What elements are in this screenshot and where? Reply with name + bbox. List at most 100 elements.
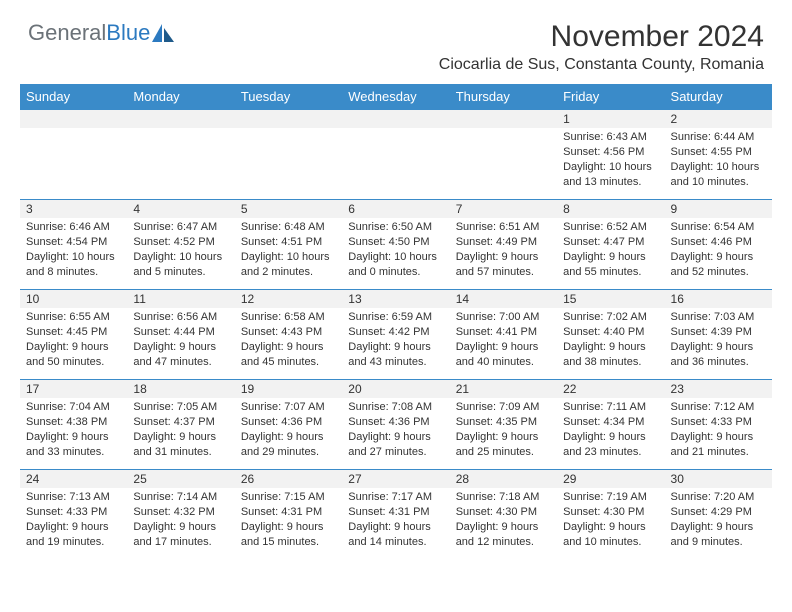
calendar-cell [342,109,449,199]
day-details: Sunrise: 6:43 AMSunset: 4:56 PMDaylight:… [557,128,664,199]
daylight-text: Daylight: 10 hours and 2 minutes. [241,250,336,280]
day-details: Sunrise: 7:05 AMSunset: 4:37 PMDaylight:… [127,398,234,469]
day-number: 13 [342,289,449,308]
sunset-text: Sunset: 4:46 PM [671,235,766,250]
day-details: Sunrise: 6:52 AMSunset: 4:47 PMDaylight:… [557,218,664,289]
calendar-cell: 10Sunrise: 6:55 AMSunset: 4:45 PMDayligh… [20,289,127,379]
day-number: 4 [127,199,234,218]
day-number: 29 [557,469,664,488]
day-number: 11 [127,289,234,308]
day-details: Sunrise: 6:56 AMSunset: 4:44 PMDaylight:… [127,308,234,379]
weekday-header: Thursday [450,84,557,109]
day-number: 10 [20,289,127,308]
calendar-cell: 15Sunrise: 7:02 AMSunset: 4:40 PMDayligh… [557,289,664,379]
sunset-text: Sunset: 4:50 PM [348,235,443,250]
sunset-text: Sunset: 4:54 PM [26,235,121,250]
calendar-week-row: 1Sunrise: 6:43 AMSunset: 4:56 PMDaylight… [20,109,772,199]
calendar-cell: 30Sunrise: 7:20 AMSunset: 4:29 PMDayligh… [665,469,772,559]
sunrise-text: Sunrise: 7:02 AM [563,310,658,325]
sunset-text: Sunset: 4:37 PM [133,415,228,430]
calendar-cell: 8Sunrise: 6:52 AMSunset: 4:47 PMDaylight… [557,199,664,289]
daylight-text: Daylight: 10 hours and 8 minutes. [26,250,121,280]
sunset-text: Sunset: 4:40 PM [563,325,658,340]
day-details: Sunrise: 7:00 AMSunset: 4:41 PMDaylight:… [450,308,557,379]
day-number [127,109,234,128]
day-details: Sunrise: 6:50 AMSunset: 4:50 PMDaylight:… [342,218,449,289]
calendar-cell: 29Sunrise: 7:19 AMSunset: 4:30 PMDayligh… [557,469,664,559]
sunrise-text: Sunrise: 6:44 AM [671,130,766,145]
calendar-cell: 1Sunrise: 6:43 AMSunset: 4:56 PMDaylight… [557,109,664,199]
sunrise-text: Sunrise: 7:03 AM [671,310,766,325]
daylight-text: Daylight: 9 hours and 17 minutes. [133,520,228,550]
day-details: Sunrise: 7:19 AMSunset: 4:30 PMDaylight:… [557,488,664,559]
daylight-text: Daylight: 9 hours and 19 minutes. [26,520,121,550]
day-details: Sunrise: 7:02 AMSunset: 4:40 PMDaylight:… [557,308,664,379]
calendar-week-row: 17Sunrise: 7:04 AMSunset: 4:38 PMDayligh… [20,379,772,469]
day-number: 27 [342,469,449,488]
daylight-text: Daylight: 9 hours and 25 minutes. [456,430,551,460]
day-details [20,128,127,199]
sunset-text: Sunset: 4:34 PM [563,415,658,430]
sunrise-text: Sunrise: 6:56 AM [133,310,228,325]
day-details: Sunrise: 7:09 AMSunset: 4:35 PMDaylight:… [450,398,557,469]
sunrise-text: Sunrise: 7:00 AM [456,310,551,325]
calendar-cell: 18Sunrise: 7:05 AMSunset: 4:37 PMDayligh… [127,379,234,469]
day-details: Sunrise: 6:48 AMSunset: 4:51 PMDaylight:… [235,218,342,289]
sunrise-text: Sunrise: 7:08 AM [348,400,443,415]
sunset-text: Sunset: 4:35 PM [456,415,551,430]
calendar-cell: 12Sunrise: 6:58 AMSunset: 4:43 PMDayligh… [235,289,342,379]
sunrise-text: Sunrise: 7:09 AM [456,400,551,415]
day-number: 9 [665,199,772,218]
sunrise-text: Sunrise: 6:50 AM [348,220,443,235]
daylight-text: Daylight: 9 hours and 23 minutes. [563,430,658,460]
location: Ciocarlia de Sus, Constanta County, Roma… [439,56,764,74]
sunset-text: Sunset: 4:29 PM [671,505,766,520]
daylight-text: Daylight: 10 hours and 13 minutes. [563,160,658,190]
sunrise-text: Sunrise: 6:52 AM [563,220,658,235]
calendar-cell [127,109,234,199]
day-number: 3 [20,199,127,218]
day-details: Sunrise: 6:51 AMSunset: 4:49 PMDaylight:… [450,218,557,289]
calendar-cell: 23Sunrise: 7:12 AMSunset: 4:33 PMDayligh… [665,379,772,469]
sunset-text: Sunset: 4:49 PM [456,235,551,250]
sunset-text: Sunset: 4:33 PM [671,415,766,430]
weekday-header: Friday [557,84,664,109]
calendar-week-row: 3Sunrise: 6:46 AMSunset: 4:54 PMDaylight… [20,199,772,289]
sunrise-text: Sunrise: 6:51 AM [456,220,551,235]
sunset-text: Sunset: 4:30 PM [456,505,551,520]
calendar-cell: 7Sunrise: 6:51 AMSunset: 4:49 PMDaylight… [450,199,557,289]
calendar-cell: 19Sunrise: 7:07 AMSunset: 4:36 PMDayligh… [235,379,342,469]
calendar-cell: 20Sunrise: 7:08 AMSunset: 4:36 PMDayligh… [342,379,449,469]
sunset-text: Sunset: 4:55 PM [671,145,766,160]
sunrise-text: Sunrise: 6:55 AM [26,310,121,325]
daylight-text: Daylight: 9 hours and 45 minutes. [241,340,336,370]
daylight-text: Daylight: 9 hours and 55 minutes. [563,250,658,280]
day-number: 20 [342,379,449,398]
sunrise-text: Sunrise: 7:17 AM [348,490,443,505]
sunrise-text: Sunrise: 6:59 AM [348,310,443,325]
day-details: Sunrise: 6:44 AMSunset: 4:55 PMDaylight:… [665,128,772,199]
day-details: Sunrise: 7:17 AMSunset: 4:31 PMDaylight:… [342,488,449,559]
month-title: November 2024 [439,20,764,54]
sunset-text: Sunset: 4:38 PM [26,415,121,430]
calendar-cell [235,109,342,199]
day-number: 7 [450,199,557,218]
daylight-text: Daylight: 9 hours and 43 minutes. [348,340,443,370]
daylight-text: Daylight: 9 hours and 12 minutes. [456,520,551,550]
logo: GeneralBlue [28,20,176,46]
header: GeneralBlue November 2024 Ciocarlia de S… [0,0,792,78]
day-details: Sunrise: 7:04 AMSunset: 4:38 PMDaylight:… [20,398,127,469]
daylight-text: Daylight: 10 hours and 10 minutes. [671,160,766,190]
calendar-cell: 6Sunrise: 6:50 AMSunset: 4:50 PMDaylight… [342,199,449,289]
day-details [235,128,342,199]
daylight-text: Daylight: 9 hours and 33 minutes. [26,430,121,460]
calendar-cell: 22Sunrise: 7:11 AMSunset: 4:34 PMDayligh… [557,379,664,469]
sunset-text: Sunset: 4:39 PM [671,325,766,340]
daylight-text: Daylight: 9 hours and 15 minutes. [241,520,336,550]
calendar-cell: 5Sunrise: 6:48 AMSunset: 4:51 PMDaylight… [235,199,342,289]
day-number: 1 [557,109,664,128]
day-details: Sunrise: 7:12 AMSunset: 4:33 PMDaylight:… [665,398,772,469]
calendar-cell: 11Sunrise: 6:56 AMSunset: 4:44 PMDayligh… [127,289,234,379]
calendar-cell [20,109,127,199]
calendar-week-row: 10Sunrise: 6:55 AMSunset: 4:45 PMDayligh… [20,289,772,379]
